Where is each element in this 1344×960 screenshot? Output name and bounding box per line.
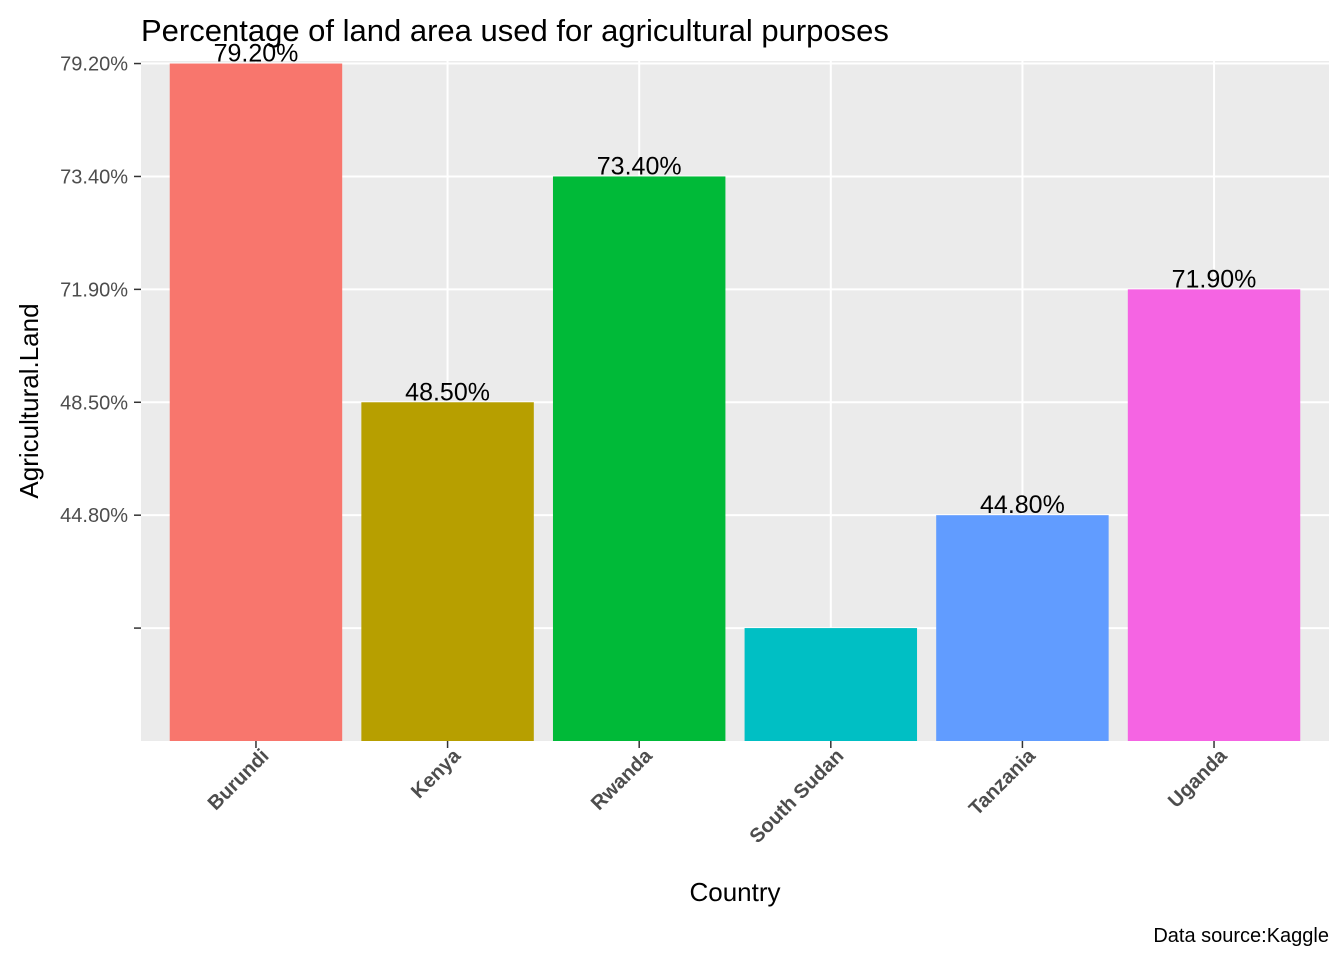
y-tick-label: 73.40% (60, 166, 128, 188)
bar-value-label: 71.90% (1172, 265, 1257, 293)
bar-kenya (361, 402, 534, 741)
bar-value-label: 79.20% (214, 40, 299, 68)
data-source-caption: Data source:Kaggle (1153, 925, 1329, 947)
bar-rwanda (552, 176, 726, 742)
bar-value-labels: 79.20% 48.50% 73.40% 44.80% 71.90% (214, 40, 1257, 520)
y-tick-label: 48.50% (60, 392, 128, 414)
bar-value-label: 73.40% (597, 152, 682, 180)
y-tick-label: 71.90% (60, 279, 128, 301)
bar-south-sudan (744, 628, 918, 741)
y-tick-label: 79.20% (60, 54, 128, 76)
y-axis: 44.80% 48.50% 71.90% 73.40% 79.20% (60, 54, 141, 629)
bar-value-label: 48.50% (405, 378, 490, 406)
bar-tanzania (936, 515, 1109, 741)
x-axis-title: Country (689, 877, 780, 907)
chart-title: Percentage of land area used for agricul… (141, 13, 889, 48)
bar-uganda (1127, 289, 1301, 741)
bar-value-label: 44.80% (980, 491, 1065, 519)
y-axis-title: Agricultural.Land (14, 303, 44, 498)
bars (169, 63, 1301, 742)
bar-burundi (169, 63, 343, 741)
y-tick-label: 44.80% (60, 505, 128, 527)
